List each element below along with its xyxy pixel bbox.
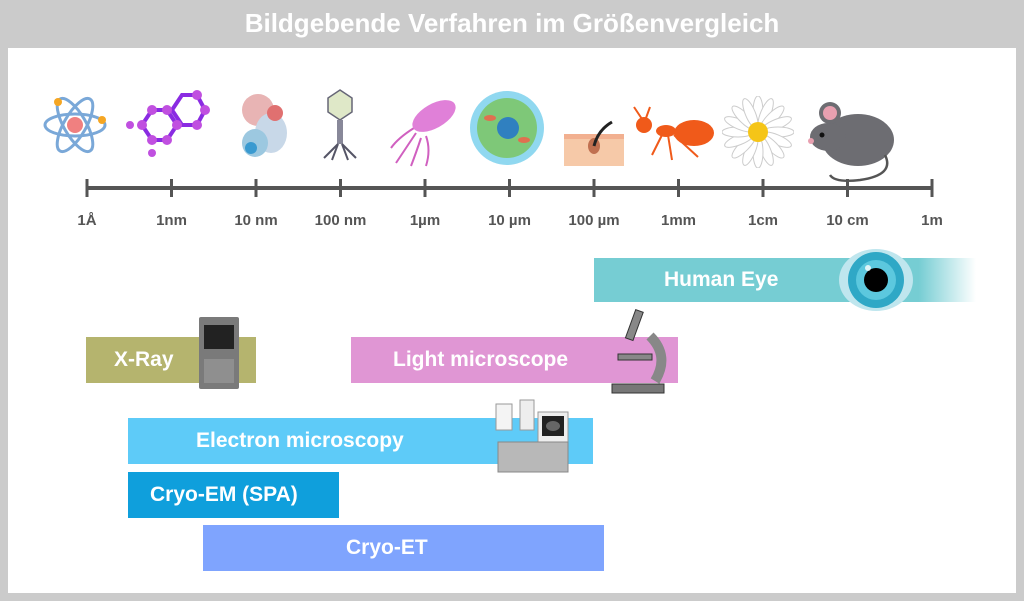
method-bar-cryo-et: Cryo-ET: [203, 525, 604, 571]
method-label: Cryo-EM (SPA): [150, 483, 298, 506]
diagram-title: Bildgebende Verfahren im Größenvergleich: [244, 8, 780, 38]
method-bar-human-eye: Human Eye: [594, 258, 976, 302]
method-label: Human Eye: [664, 268, 779, 291]
protein-icon: [242, 94, 287, 157]
tick-label: 1Å: [77, 212, 97, 229]
molecule-icon: [126, 90, 210, 157]
method-label: Light microscope: [393, 348, 569, 371]
method-bar-cryo-em-spa: Cryo-EM (SPA): [128, 472, 339, 518]
bacteriophage-icon: [323, 89, 357, 161]
ant-icon: [633, 106, 714, 161]
tick-label: 10 µm: [488, 212, 531, 229]
mouse-icon: [808, 102, 894, 183]
tick-label: 100 nm: [314, 212, 367, 229]
atom-icon: [43, 96, 107, 154]
xray-machine-icon: [199, 317, 239, 389]
method-label: X-Ray: [114, 348, 174, 371]
microscope-icon: [611, 308, 667, 394]
method-label: Cryo-ET: [346, 536, 428, 559]
tick-label: 1µm: [409, 212, 441, 229]
tick-label: 1cm: [747, 212, 779, 229]
tick-label: 10 nm: [234, 212, 278, 229]
tick-label: 1mm: [660, 212, 697, 229]
bacterium-icon: [390, 100, 456, 167]
tick-label: 100 µm: [568, 212, 620, 229]
daisy-icon: [722, 96, 794, 168]
tick-label: 10 cm: [826, 212, 869, 229]
tick-label: 1nm: [156, 212, 187, 229]
cell-icon: [470, 91, 544, 165]
electron-microscope-icon: [495, 399, 569, 473]
method-label: Electron microscopy: [196, 429, 404, 452]
hair-skin-icon: [564, 120, 624, 166]
eye-icon: [839, 249, 913, 311]
tick-label: 1m: [921, 212, 943, 229]
